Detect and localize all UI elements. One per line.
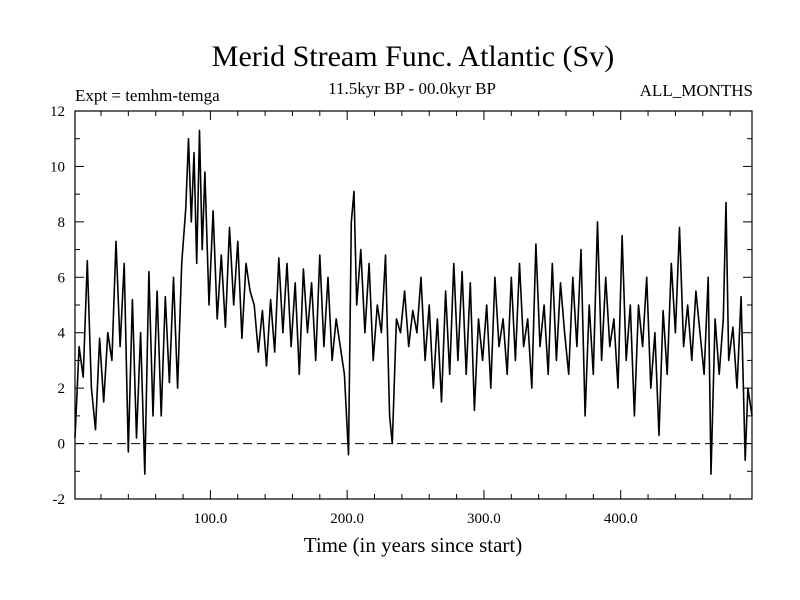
x-tick-label: 400.0	[604, 511, 638, 527]
y-tick-label: 12	[50, 104, 65, 120]
chart-subtitle: 11.5kyr BP - 00.0kyr BP	[328, 79, 496, 98]
x-tick-label: 200.0	[330, 511, 364, 527]
x-axis-label: Time (in years since start)	[304, 533, 523, 557]
y-tick-label: 2	[58, 381, 66, 397]
tick-labels: -2 0 2 4 6 8 10 12 100.0 200.0 300.0 400.0	[50, 104, 638, 527]
plot-frame	[74, 110, 753, 500]
y-tick-label: 0	[58, 437, 66, 453]
y-tick-label: 6	[58, 270, 66, 286]
series-line	[74, 129, 753, 475]
expt-label: Expt = temhm-temga	[75, 86, 220, 105]
x-tick-label: 300.0	[467, 511, 501, 527]
x-tick-label: 100.0	[194, 511, 228, 527]
months-label: ALL_MONTHS	[640, 81, 753, 100]
chart-title: Merid Stream Func. Atlantic (Sv)	[212, 40, 614, 73]
y-tick-label: 4	[58, 326, 66, 342]
y-tick-label: 8	[58, 215, 66, 231]
y-tick-label: 10	[50, 159, 65, 175]
tick-marks	[75, 110, 752, 500]
y-tick-label: -2	[53, 492, 66, 508]
